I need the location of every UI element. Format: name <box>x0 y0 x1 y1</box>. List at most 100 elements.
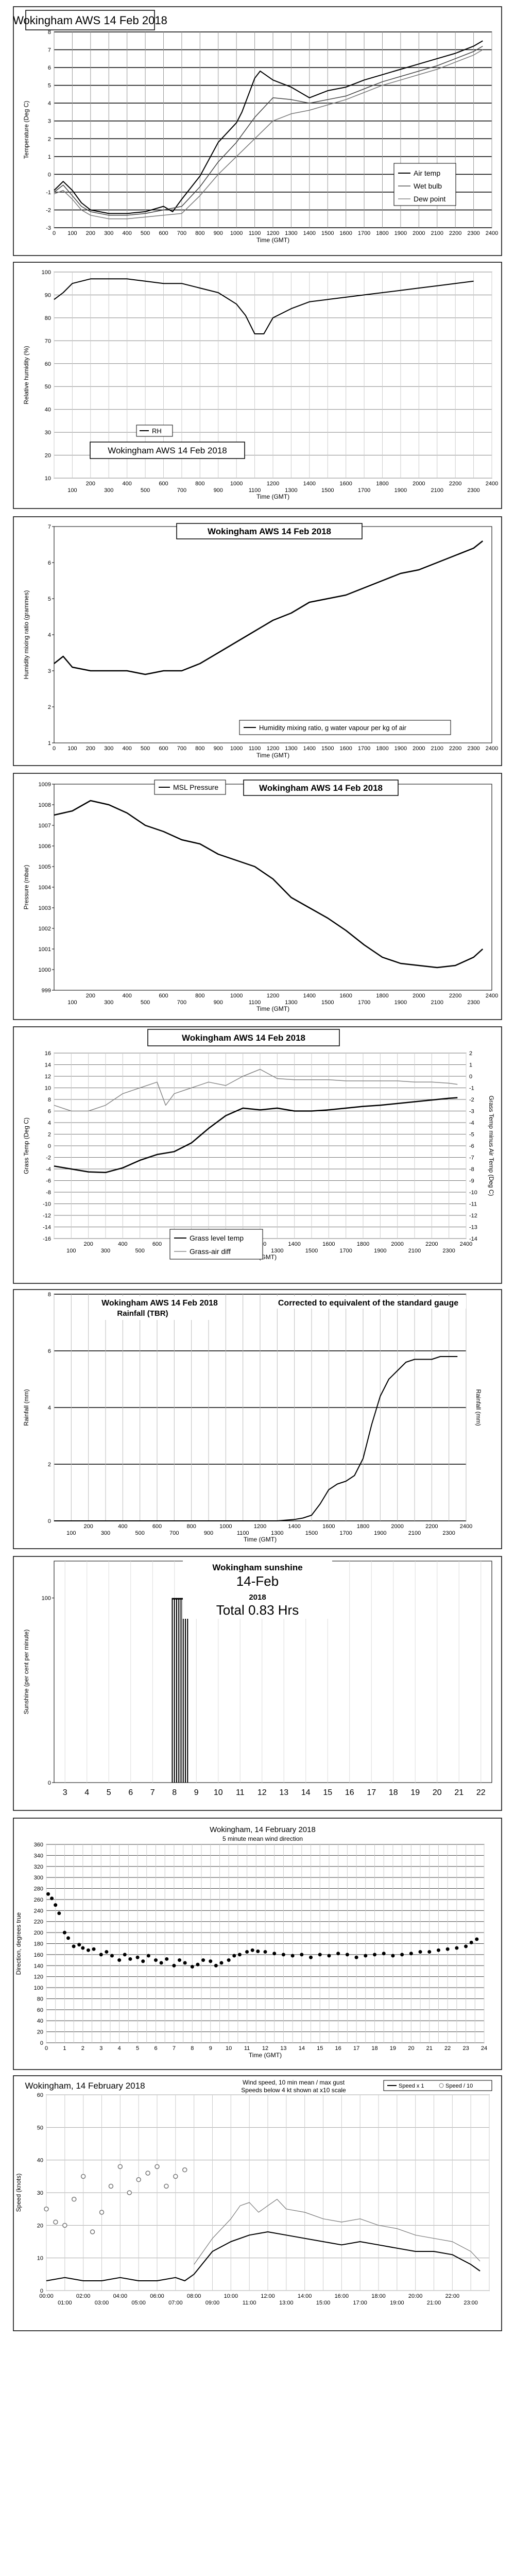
wdir-xtick-label: 20 <box>408 2045 414 2052</box>
rain-xtick-label: 1800 <box>357 1523 369 1530</box>
rh-ytick-label: 40 <box>45 407 51 413</box>
wdir-point <box>364 1954 368 1958</box>
wdir-point <box>445 1947 450 1951</box>
wdir-point <box>154 1958 158 1962</box>
wdir-point <box>105 1950 109 1954</box>
rain-xtick-label: 700 <box>169 1530 179 1536</box>
wdir-point <box>427 1950 432 1954</box>
temp-xtick-label: 300 <box>104 230 113 236</box>
wdir-xtick-label: 21 <box>426 2045 433 2052</box>
grass-xtick-label: 1700 <box>339 1248 352 1254</box>
mslp-xtick-label: 1100 <box>249 999 261 1006</box>
mslp-xtick-label: 800 <box>195 993 204 999</box>
rh-xtick-label: 200 <box>86 481 95 487</box>
grass-y2-axis-label: Grass Temp minus Air Temp (Deg C) <box>488 1096 495 1196</box>
wspd-gust-line <box>194 2199 480 2265</box>
rh-xtick-label: 600 <box>159 481 168 487</box>
mix-xtick-label: 1600 <box>339 745 352 752</box>
wdir-ytick-label: 280 <box>34 1886 43 1892</box>
mix-xtick-label: 700 <box>177 745 186 752</box>
temp-legend-wet: Wet bulb <box>414 182 442 190</box>
wspd-title: Wokingham, 14 February 2018 <box>25 2081 145 2091</box>
grass-xtick-label: 100 <box>66 1248 76 1254</box>
wspd-ytick-label: 60 <box>37 2092 43 2098</box>
wspd-xtick-label: 03:00 <box>95 2300 109 2306</box>
rain-xtick-label: 1500 <box>305 1530 318 1536</box>
sun-xtick-label: 17 <box>367 1788 376 1797</box>
wdir-ytick-label: 240 <box>34 1908 43 1914</box>
wdir-point <box>135 1955 140 1959</box>
wdir-point <box>300 1953 304 1957</box>
mslp-ytick-label: 1008 <box>39 802 51 808</box>
wdir-point <box>54 1903 58 1907</box>
mslp-series-line <box>54 800 484 969</box>
grass-xtick-label: 1800 <box>357 1241 369 1247</box>
wdir-point <box>214 1963 218 1968</box>
rh-xtick-label: 700 <box>177 487 186 494</box>
grass-xtick-label: 400 <box>118 1241 127 1247</box>
grass-xtick-label: 2200 <box>425 1241 438 1247</box>
rh-y-axis-label: Relative humidity (%) <box>23 346 30 404</box>
grass-xtick-label: 200 <box>83 1241 93 1247</box>
wind-direction-chart-panel: 0 20 40 60 80 100 120 140 160 180 200 220 240 260 280 3… <box>13 1818 502 2070</box>
wspd-div10-point <box>53 2219 58 2225</box>
wdir-point <box>172 1963 176 1968</box>
wspd-xtick-label: 17:00 <box>353 2300 367 2306</box>
wdir-xtick-label: 5 <box>136 2045 139 2052</box>
rain-xtick-label: 800 <box>186 1523 196 1530</box>
temp-xtick-label: 2100 <box>431 230 443 236</box>
wdir-xtick-label: 9 <box>209 2045 212 2052</box>
mslp-xtick-label: 1600 <box>339 993 352 999</box>
wspd-div10-point <box>117 2164 123 2170</box>
temp-xtick-label: 500 <box>141 230 150 236</box>
wspd-y-axis-label: Speed (knots) <box>15 2174 22 2212</box>
wdir-point <box>219 1961 224 1965</box>
wspd-legend-x1: Speed x 1 <box>399 2083 424 2089</box>
rain-xtick-label: 900 <box>204 1530 213 1536</box>
rain-xtick-label: 2100 <box>408 1530 421 1536</box>
wdir-point <box>110 1954 114 1958</box>
grass-ytick2-label: -10 <box>469 1190 477 1196</box>
mix-xtick-label: 1500 <box>321 745 334 752</box>
mix-xtick-label: 200 <box>86 745 95 752</box>
wspd-div10-point <box>164 2183 169 2189</box>
temp-xtick-label: 1000 <box>230 230 243 236</box>
temp-ytick-label: 6 <box>48 65 51 71</box>
temp-xtick-label: 600 <box>159 230 168 236</box>
rh-ytick-label: 100 <box>42 269 51 276</box>
rh-xtick-label: 1200 <box>267 481 279 487</box>
wspd-ytick-label: 50 <box>37 2125 43 2131</box>
grass-diff-line <box>54 1069 458 1112</box>
wdir-xtick-label: 19 <box>390 2045 396 2052</box>
wdir-ytick-label: 20 <box>37 2029 43 2036</box>
temp-xtick-label: 2000 <box>413 230 425 236</box>
sunshine-chart-panel: 0 100 3 4 5 6 7 8 9 10 11 12 13 14 15 16 17 18 19 20 21 22 Sun… <box>13 1556 502 1811</box>
wspd-xtick-label: 09:00 <box>205 2300 220 2306</box>
wspd-div10-point <box>90 2229 95 2234</box>
mslp-xtick-label: 1200 <box>267 993 279 999</box>
mix-xtick-label: 2400 <box>486 745 498 752</box>
rain-xtick-label: 100 <box>66 1530 76 1536</box>
sun-xtick-label: 22 <box>476 1788 486 1797</box>
sun-year: 2018 <box>249 1593 266 1602</box>
mslp-xtick-label: 1700 <box>358 999 370 1006</box>
rh-ytick-label: 20 <box>45 453 51 459</box>
mslp-xtick-label: 100 <box>67 999 77 1006</box>
mslp-xtick-label: 700 <box>177 999 186 1006</box>
wspd-xtick-label: 10:00 <box>224 2293 238 2299</box>
mix-xtick-label: 2300 <box>467 745 479 752</box>
wdir-ytick-label: 100 <box>34 1985 43 1991</box>
temp-xtick-label: 200 <box>86 230 95 236</box>
mix-ytick-label: 4 <box>48 632 51 638</box>
sunshine-chart: 0 100 3 4 5 6 7 8 9 10 11 12 13 14 15 16 17 18 19 20 21 22 Sun… <box>13 1556 502 1811</box>
wspd-xtick-label: 00:00 <box>39 2293 54 2299</box>
temp-ytick-label: 4 <box>48 100 51 107</box>
sun-xtick-label: 16 <box>345 1788 354 1797</box>
temp-xtick-label: 1200 <box>267 230 279 236</box>
temp-xtick-label: 1400 <box>303 230 316 236</box>
mix-xtick-label: 300 <box>104 745 113 752</box>
mslp-plot-frame <box>54 784 492 991</box>
wdir-point <box>128 1957 132 1961</box>
wind-direction-chart: 0204060801001201401601802002202402602803… <box>13 1818 502 2070</box>
